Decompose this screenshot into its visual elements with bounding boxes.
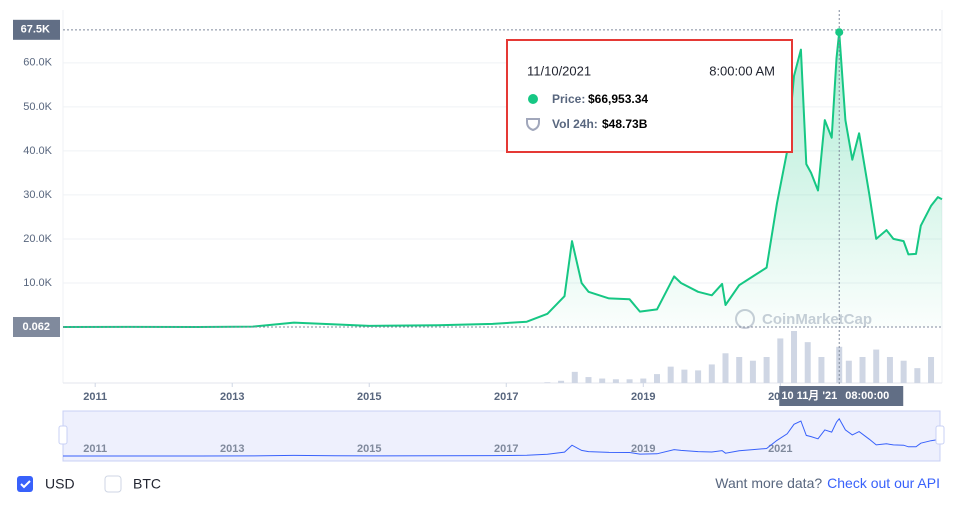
y-tick-label: 60.0K bbox=[23, 57, 52, 69]
navigator-tick-label: 2013 bbox=[220, 443, 244, 455]
volume-bar bbox=[653, 374, 660, 383]
volume-bar bbox=[928, 357, 935, 383]
volume-bar bbox=[736, 357, 743, 383]
baseline-label: 0.062 bbox=[22, 321, 50, 333]
tooltip-date: 11/10/2021 bbox=[527, 63, 591, 78]
navigator-handle[interactable] bbox=[58, 425, 68, 445]
volume-bar bbox=[599, 378, 606, 383]
navigator-tick-label: 2017 bbox=[494, 443, 518, 455]
x-tick-label: 2013 bbox=[220, 391, 244, 403]
price-icon bbox=[528, 94, 538, 104]
x-crosshair-date: 10 11月 '21 bbox=[781, 389, 837, 402]
volume-bar bbox=[777, 338, 784, 383]
volume-bar bbox=[836, 346, 843, 383]
active-point bbox=[835, 28, 844, 37]
volume-bar bbox=[585, 377, 592, 383]
volume-bar bbox=[544, 382, 551, 383]
y-crosshair-label: 67.5K bbox=[21, 24, 50, 36]
volume-bar bbox=[900, 360, 907, 383]
tooltip-price-label: Price: bbox=[552, 92, 585, 106]
x-tick-label: 2011 bbox=[83, 391, 107, 403]
price-area bbox=[63, 32, 942, 327]
volume-bar bbox=[914, 368, 921, 383]
volume-bar bbox=[708, 364, 715, 383]
y-tick-label: 20.0K bbox=[23, 233, 52, 245]
volume-bar bbox=[791, 331, 798, 383]
volume-bar bbox=[804, 342, 811, 383]
volume-bar bbox=[695, 370, 702, 383]
volume-icon bbox=[526, 118, 540, 132]
navigator-tick-label: 2019 bbox=[631, 443, 655, 455]
tooltip-volume: $48.73B bbox=[602, 117, 648, 131]
y-tick-label: 50.0K bbox=[23, 101, 52, 113]
usd-label[interactable]: USD bbox=[45, 476, 75, 492]
volume-bar bbox=[571, 371, 578, 383]
volume-bar bbox=[640, 378, 647, 383]
y-tick-label: 40.0K bbox=[23, 145, 52, 157]
volume-bar bbox=[558, 380, 565, 383]
volume-bar bbox=[886, 357, 893, 383]
volume-bar bbox=[845, 360, 852, 383]
volume-bar bbox=[667, 366, 674, 383]
check-icon bbox=[20, 480, 31, 489]
volume-bar bbox=[722, 353, 729, 383]
y-tick-label: 10.0K bbox=[23, 277, 52, 289]
volume-bar bbox=[818, 357, 825, 383]
navigator-bg bbox=[63, 411, 940, 461]
y-tick-label: 30.0K bbox=[23, 189, 52, 201]
navigator-tick-label: 2021 bbox=[768, 443, 792, 455]
tooltip: 11/10/2021 8:00:00 AM Price: $66,953.34 … bbox=[506, 39, 793, 153]
volume-bar bbox=[763, 357, 770, 383]
volume-bar bbox=[859, 357, 866, 383]
volume-bar bbox=[873, 349, 880, 383]
price-line bbox=[62, 31, 943, 328]
tooltip-price: $66,953.34 bbox=[588, 92, 648, 106]
x-tick-label: 2015 bbox=[357, 391, 381, 403]
tooltip-box bbox=[506, 39, 793, 153]
navigator-tick-label: 2011 bbox=[83, 443, 107, 455]
x-tick-label: 2019 bbox=[631, 391, 655, 403]
usd-checkbox[interactable] bbox=[17, 476, 33, 492]
navigator-tick-label: 2015 bbox=[357, 443, 381, 455]
x-crosshair-time: 08:00:00 bbox=[845, 390, 889, 402]
x-crosshair-box bbox=[779, 386, 904, 406]
api-link[interactable]: Check out our API bbox=[827, 475, 940, 491]
baseline-box bbox=[13, 316, 60, 337]
volume-bar bbox=[749, 360, 756, 383]
volume-bar bbox=[681, 369, 688, 383]
tooltip-volume-label: Vol 24h: bbox=[552, 117, 598, 131]
btc-checkbox[interactable] bbox=[104, 475, 122, 493]
navigator-line bbox=[63, 417, 943, 457]
x-tick-label: 2017 bbox=[494, 391, 518, 403]
btc-label[interactable]: BTC bbox=[133, 476, 161, 492]
volume-bar bbox=[626, 379, 633, 383]
tooltip-time: 8:00:00 AM bbox=[709, 63, 775, 78]
y-crosshair-box bbox=[13, 19, 60, 40]
footer: Want more data? Check out our API bbox=[715, 475, 940, 491]
footer-prompt: Want more data? bbox=[715, 475, 822, 491]
volume-bar bbox=[612, 379, 619, 383]
navigator-handle[interactable] bbox=[935, 425, 945, 445]
